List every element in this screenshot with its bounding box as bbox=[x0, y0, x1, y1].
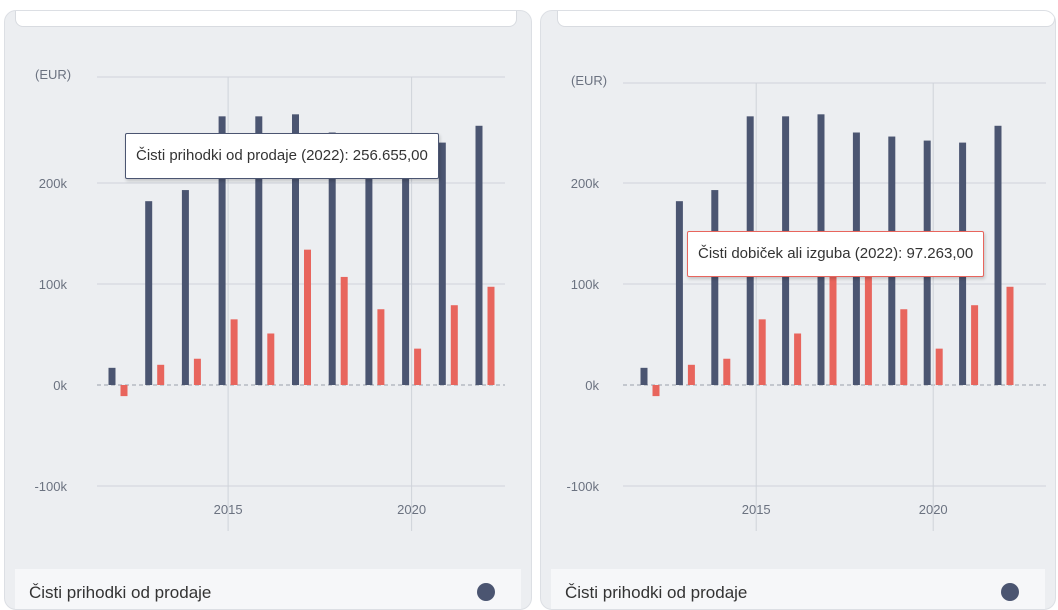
bar-profit[interactable] bbox=[829, 249, 837, 385]
bar-profit[interactable] bbox=[971, 305, 979, 385]
bar-profit[interactable] bbox=[120, 385, 128, 397]
bar-chart-right: 200k 100k 0k -100k (EUR) 2015 2020 bbox=[566, 73, 1046, 531]
bar-profit[interactable] bbox=[377, 309, 385, 385]
y-tick-label: 200k bbox=[39, 176, 68, 191]
bar-profit[interactable] bbox=[723, 358, 731, 385]
bar-profit[interactable] bbox=[687, 364, 695, 385]
bar-profit[interactable] bbox=[193, 358, 201, 385]
bar-revenue[interactable] bbox=[994, 125, 1002, 386]
x-tick-label: 2020 bbox=[919, 502, 948, 517]
y-tick-label: 100k bbox=[571, 277, 600, 292]
legend-label: Čisti prihodki od prodaje bbox=[29, 583, 212, 602]
bar-revenue[interactable] bbox=[675, 201, 683, 385]
bar-profit[interactable] bbox=[758, 319, 766, 385]
bar-profit[interactable] bbox=[652, 385, 660, 397]
bar-revenue[interactable] bbox=[365, 136, 373, 385]
bar-revenue[interactable] bbox=[292, 114, 299, 385]
bar-profit[interactable] bbox=[864, 276, 872, 385]
bar-revenue[interactable] bbox=[255, 116, 263, 385]
bar-revenue[interactable] bbox=[218, 116, 226, 385]
y-axis-unit-label: (EUR) bbox=[571, 73, 607, 88]
top-input-strip[interactable] bbox=[15, 11, 517, 27]
bar-revenue[interactable] bbox=[108, 367, 116, 385]
bar-profit[interactable] bbox=[450, 305, 458, 385]
bar-revenue[interactable] bbox=[475, 125, 483, 386]
x-tick-label: 2015 bbox=[214, 502, 243, 517]
bar-revenue[interactable] bbox=[438, 142, 446, 385]
legend-bar[interactable]: Čisti prihodki od prodaje bbox=[15, 569, 521, 609]
bar-profit[interactable] bbox=[935, 348, 943, 385]
bar-profit[interactable] bbox=[794, 333, 802, 385]
y-axis-unit-label: (EUR) bbox=[35, 67, 71, 82]
y-tick-label: -100k bbox=[34, 479, 67, 494]
bar-revenue[interactable] bbox=[640, 367, 648, 385]
y-tick-label: 100k bbox=[39, 277, 68, 292]
bar-profit[interactable] bbox=[304, 249, 311, 385]
bar-revenue[interactable] bbox=[402, 140, 410, 385]
bar-profit[interactable] bbox=[157, 364, 165, 385]
bar-revenue[interactable] bbox=[711, 190, 719, 385]
bar-profit[interactable] bbox=[230, 319, 238, 385]
bar-revenue[interactable] bbox=[328, 132, 336, 386]
x-tick-label: 2015 bbox=[742, 502, 771, 517]
bar-profit[interactable] bbox=[414, 348, 422, 385]
y-tick-label: 0k bbox=[53, 378, 67, 393]
y-tick-label: 200k bbox=[571, 176, 600, 191]
legend-dot-icon[interactable] bbox=[1001, 583, 1019, 601]
bar-profit[interactable] bbox=[487, 286, 495, 385]
bar-profit[interactable] bbox=[340, 276, 348, 385]
bar-chart-left: 200k 100k 0k -100k (EUR) 2015 2020 bbox=[34, 67, 505, 531]
y-tick-label: 0k bbox=[585, 378, 599, 393]
chart-tooltip: Čisti dobiček ali izguba (2022): 97.263,… bbox=[687, 231, 985, 277]
top-input-strip[interactable] bbox=[557, 11, 1055, 27]
x-tick-label: 2020 bbox=[397, 502, 426, 517]
legend-dot-icon[interactable] bbox=[477, 583, 495, 601]
legend-label: Čisti prihodki od prodaje bbox=[565, 583, 748, 602]
bar-profit[interactable] bbox=[1006, 286, 1014, 385]
legend-bar[interactable]: Čisti prihodki od prodaje bbox=[551, 569, 1045, 609]
chart-panel-right: 200k 100k 0k -100k (EUR) 2015 2020 Čisti dobič… bbox=[540, 10, 1056, 610]
bar-profit[interactable] bbox=[900, 309, 908, 385]
bar-revenue[interactable] bbox=[145, 201, 153, 385]
bar-profit[interactable] bbox=[267, 333, 275, 385]
chart-tooltip: Čisti prihodki od prodaje (2022): 256.65… bbox=[125, 133, 439, 179]
bar-revenue[interactable] bbox=[181, 190, 189, 385]
y-tick-label: -100k bbox=[566, 479, 599, 494]
chart-panel-left: 200k 100k 0k -100k (EUR) 2015 2020 Čisti priho… bbox=[4, 10, 532, 610]
